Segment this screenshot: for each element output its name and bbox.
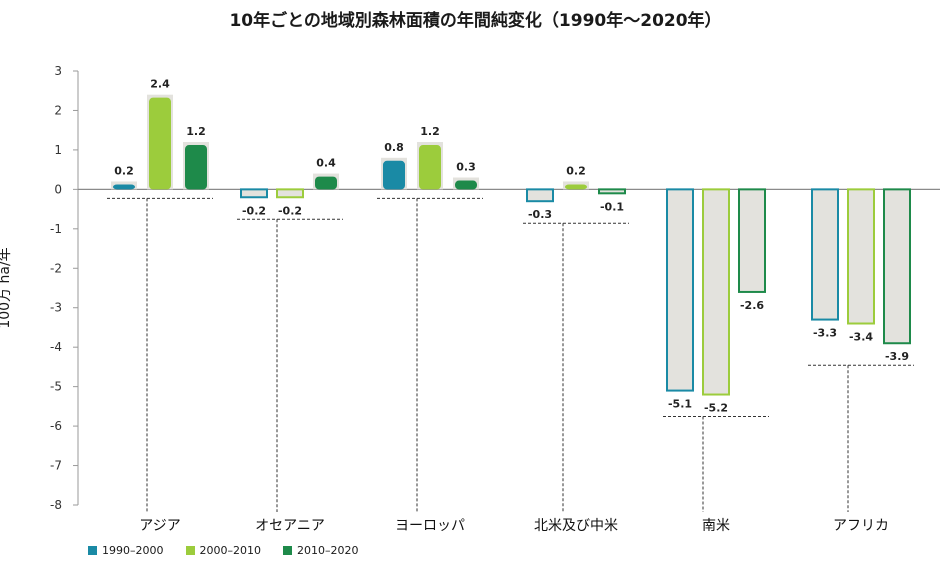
bar (240, 188, 268, 199)
legend-label-1990-2000: 1990–2000 (102, 543, 164, 557)
bar-fill (113, 184, 135, 190)
y-tick-label: 3 (54, 64, 62, 78)
bar (883, 188, 911, 345)
data-label: -0.2 (278, 204, 302, 217)
data-label: 0.2 (114, 164, 134, 177)
legend-label-2000-2010: 2000–2010 (199, 543, 262, 557)
data-label: 0.2 (566, 164, 586, 177)
bar (811, 188, 839, 321)
y-tick-label: -4 (50, 340, 62, 354)
bar-fill (383, 160, 405, 190)
category-label: 北米及び中米 (534, 518, 618, 534)
category-label: アジア (139, 518, 180, 534)
y-tick-label: 2 (54, 103, 62, 117)
bar-fill (419, 145, 441, 190)
bar-fill (455, 180, 477, 190)
legend-item-2000-2010: 2000–2010 (185, 543, 262, 557)
data-label: -3.9 (885, 350, 909, 363)
data-label: -2.6 (740, 299, 764, 312)
bar (598, 188, 626, 195)
bar-fill (149, 97, 171, 190)
bar (276, 188, 304, 199)
y-tick-label: -6 (50, 419, 62, 433)
y-tick-label: -8 (50, 498, 62, 512)
legend-label-2010-2020: 2010–2020 (297, 543, 359, 557)
category-label: 南米 (702, 518, 730, 534)
bar (526, 188, 554, 203)
y-tick-label: -1 (50, 222, 62, 236)
y-tick-label: -5 (50, 380, 62, 394)
y-tick-label: -2 (50, 261, 62, 275)
data-label: -3.4 (849, 331, 873, 344)
data-label: -3.3 (813, 327, 837, 340)
data-label: 0.3 (456, 161, 476, 174)
data-label: 2.4 (150, 78, 170, 91)
data-label: -0.3 (528, 208, 552, 221)
y-tick-label: 0 (54, 182, 62, 196)
legend-item-2010-2020: 2010–2020 (283, 544, 359, 557)
data-label: 0.8 (384, 141, 404, 154)
bar-fill (315, 176, 337, 190)
legend-item-1990-2000: 1990–2000 (88, 544, 164, 557)
bar (666, 188, 694, 392)
legend-swatch-2000-2010 (185, 545, 195, 555)
data-label: -5.1 (668, 398, 692, 411)
y-tick-label: -3 (50, 301, 62, 315)
category-label: オセアニア (255, 518, 325, 534)
bar (738, 188, 766, 293)
bar-chart: 3 2 1 0 -1 -2 -3 -4 -5 -6 -7 -8 0.2 2.4 1.2 アジア -0.2 -0.2… (50, 64, 940, 534)
data-label: 1.2 (420, 125, 440, 138)
category-label: アフリカ (833, 518, 889, 534)
chart-title: 10年ごとの地域別森林面積の年間純変化（1990年～2020年） (229, 11, 722, 31)
legend-swatch-2010-2020 (283, 545, 292, 555)
data-label: -0.1 (600, 200, 624, 213)
y-tick-label: 1 (54, 143, 62, 157)
category-label: ヨーロッパ (395, 518, 465, 534)
bar (702, 188, 730, 396)
bar-fill (565, 184, 587, 190)
y-tick-label: -7 (50, 459, 62, 473)
data-label: -5.2 (704, 402, 728, 415)
bar-fill (185, 145, 207, 190)
bar (847, 188, 875, 325)
data-label: 0.4 (316, 157, 336, 170)
data-label: -0.2 (242, 204, 266, 217)
legend-swatch-1990-2000 (88, 545, 97, 555)
data-label: 1.2 (186, 125, 206, 138)
legend: 1990–2000 2000–2010 2010–2020 (88, 540, 359, 560)
